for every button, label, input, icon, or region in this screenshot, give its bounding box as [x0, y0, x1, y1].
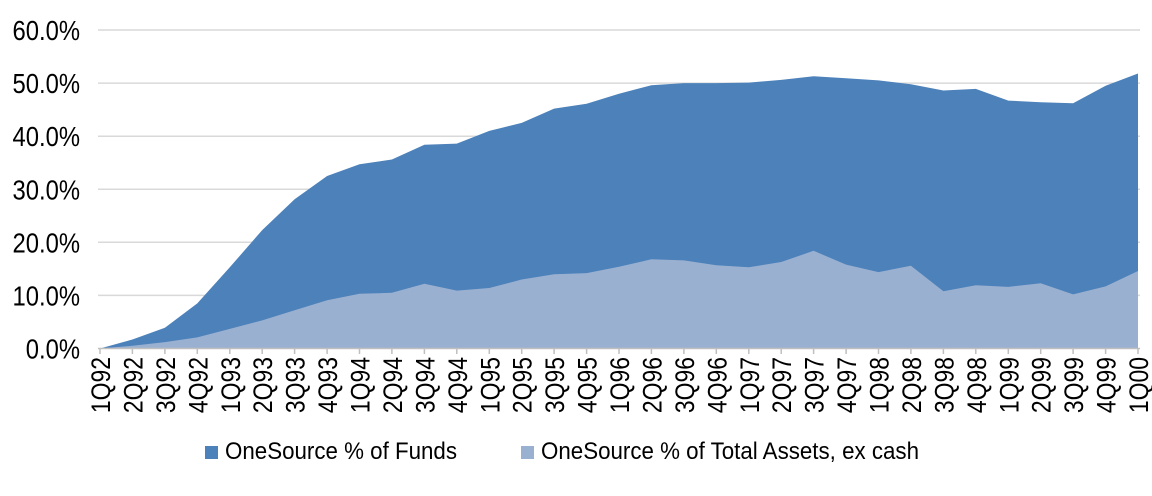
y-axis-label: 20.0% — [13, 226, 80, 258]
x-axis-label: 1Q00 — [1124, 357, 1152, 413]
x-axis-label: 2Q92 — [119, 357, 149, 413]
legend-swatch-assets-icon — [520, 445, 534, 459]
x-axis-label: 3Q94 — [411, 357, 441, 413]
x-axis-label: 1Q93 — [216, 357, 246, 413]
legend-label-assets: OneSource % of Total Assets, ex cash — [540, 438, 919, 465]
x-axis-label: 1Q94 — [346, 357, 376, 413]
x-axis-label: 4Q94 — [443, 357, 473, 413]
x-axis-label: 2Q96 — [638, 357, 668, 413]
y-axis-label: 50.0% — [13, 67, 80, 99]
x-axis-label: 4Q95 — [573, 357, 603, 413]
x-axis-label: 1Q98 — [865, 357, 895, 413]
x-axis-label: 4Q96 — [703, 357, 733, 413]
x-axis-label: 3Q95 — [540, 357, 570, 413]
legend-label-funds: OneSource % of Funds — [225, 438, 458, 465]
legend-item-assets: OneSource % of Total Assets, ex cash — [520, 438, 947, 465]
area-series-1 — [100, 250, 1138, 349]
x-axis-label: 2Q93 — [248, 357, 278, 413]
x-axis-label: 4Q98 — [962, 357, 992, 413]
x-axis-label: 2Q99 — [1027, 357, 1057, 413]
x-axis-label: 3Q92 — [151, 357, 181, 413]
x-axis-label: 1Q99 — [995, 357, 1025, 413]
legend-swatch-funds-icon — [205, 445, 219, 459]
x-axis-label: 4Q97 — [832, 357, 862, 413]
x-axis-label: 4Q92 — [184, 357, 214, 413]
y-axis-label: 30.0% — [13, 173, 80, 205]
x-axis-label: 2Q97 — [767, 357, 797, 413]
x-axis-label: 3Q93 — [281, 357, 311, 413]
x-axis-label: 1Q97 — [735, 357, 765, 413]
area-chart: 0.0%10.0%20.0%30.0%40.0%50.0%60.0%1Q92 2Q… — [13, 14, 1152, 413]
y-axis-label: 10.0% — [13, 280, 80, 312]
x-axis-label: 2Q98 — [897, 357, 927, 413]
x-axis-label: 3Q96 — [670, 357, 700, 413]
x-axis-label: 3Q97 — [800, 357, 830, 413]
x-axis-label: 4Q93 — [313, 357, 343, 413]
y-axis-label: 40.0% — [13, 120, 80, 152]
x-axis-label: 2Q94 — [378, 357, 408, 413]
legend-item-funds: OneSource % of Funds — [205, 440, 474, 464]
x-axis-label: 4Q99 — [1092, 357, 1122, 413]
x-axis-label: 1Q95 — [476, 357, 506, 413]
x-axis-label: 3Q99 — [1059, 357, 1089, 413]
x-axis-label: 3Q98 — [930, 357, 960, 413]
x-axis-label: 1Q96 — [605, 357, 635, 413]
y-axis-label: 0.0% — [26, 333, 80, 365]
x-axis-label: 2Q95 — [508, 357, 538, 413]
x-axis-label: 1Q92 — [86, 357, 116, 413]
y-axis-label: 60.0% — [13, 14, 80, 46]
chart-legend: OneSource % of Funds OneSource % of Tota… — [0, 440, 1152, 464]
